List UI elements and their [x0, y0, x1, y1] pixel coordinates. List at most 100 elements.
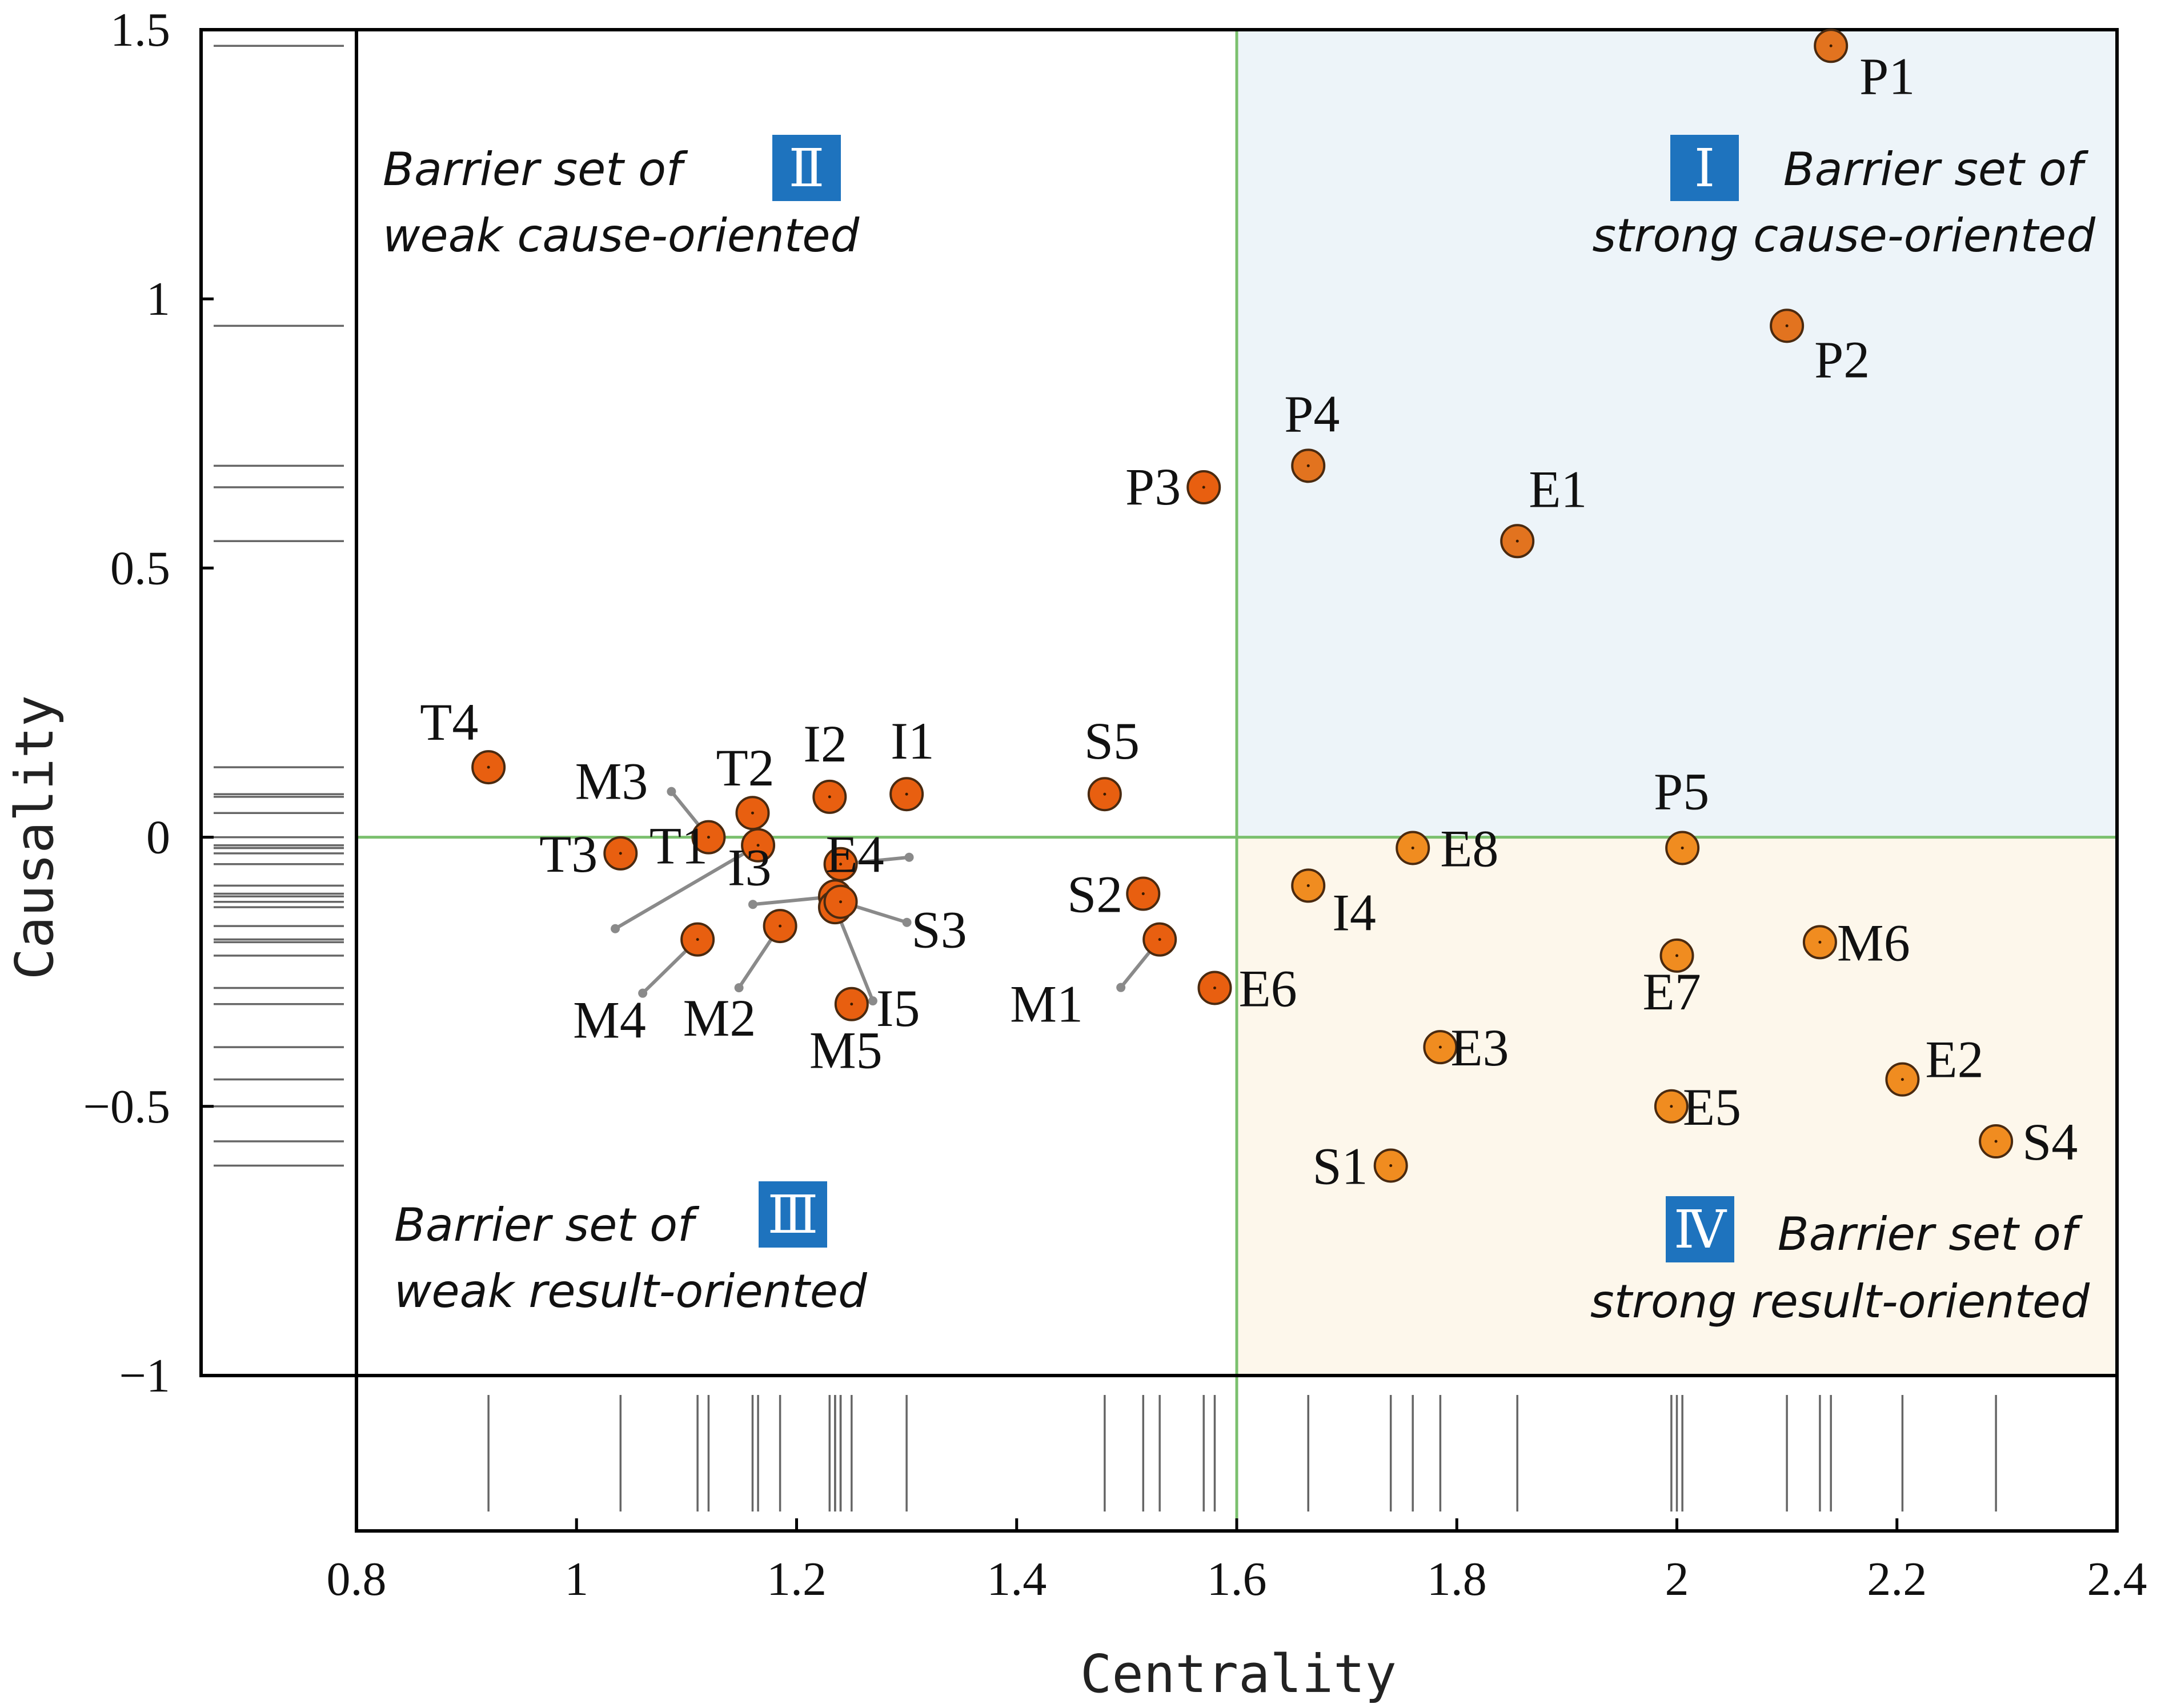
y-axis-title: Causality: [4, 695, 65, 980]
point-label-E3: E3: [1450, 1019, 1509, 1077]
point-label-P5: P5: [1654, 762, 1709, 820]
point-center-E2: [1901, 1078, 1904, 1081]
quadrant-3-badge: [759, 1181, 827, 1248]
point-center-E3: [1438, 1045, 1442, 1049]
point-label-I1: I1: [891, 712, 935, 770]
point-label-E4: E4: [826, 825, 884, 884]
point-label-I4: I4: [1332, 883, 1376, 941]
quadrant-3-line1: Barrier set of: [394, 1198, 700, 1252]
leader-dot-I3: [748, 900, 757, 909]
point-label-P1: P1: [1859, 47, 1915, 105]
point-label-M1: M1: [1010, 975, 1083, 1033]
point-center-E7: [1675, 954, 1678, 957]
leader-dot-M1: [1116, 983, 1126, 992]
point-center-P5: [1681, 846, 1684, 849]
point-label-T4: T4: [420, 693, 478, 751]
point-label-S2: S2: [1067, 865, 1122, 924]
point-label-S4: S4: [2022, 1113, 2078, 1171]
point-label-I2: I2: [803, 715, 847, 773]
quadrant-annotation-1: Ⅰ Barrier set of strong cause-oriented: [1592, 135, 2096, 262]
point-center-M2: [779, 924, 782, 928]
point-label-T2: T2: [716, 739, 774, 797]
point-label-E1: E1: [1529, 460, 1587, 518]
y-tick-label: 1.5: [110, 3, 170, 57]
point-center-M4: [696, 938, 699, 941]
y-tick-label: 1: [146, 272, 170, 326]
quadrant-1-line1: Barrier set of: [1783, 143, 2089, 196]
point-center-S4: [1994, 1140, 1998, 1143]
leader-dot-M4: [638, 988, 648, 998]
leader-dot-M2: [734, 983, 744, 993]
quadrant-3-numeral: Ⅲ: [768, 1186, 819, 1244]
point-center-T4: [487, 765, 490, 769]
y-tick-label: 0: [146, 811, 170, 864]
axis-ticks: 0.8 1 1.2 1.4 1.6 1.8 2 2.2 2.4 −1 −0.5 0 0.5 1 1.5: [83, 3, 2147, 1606]
point-label-T3: T3: [539, 825, 598, 883]
point-label-P2: P2: [1814, 330, 1870, 388]
x-tick-label: 2.2: [1867, 1553, 1927, 1606]
quadrant-4-badge: [1666, 1196, 1734, 1262]
quadrant-1-line2: strong cause-oriented: [1592, 209, 2096, 262]
point-center-S1: [1389, 1164, 1393, 1167]
point-label-M4: M4: [573, 991, 646, 1049]
quadrant-2-numeral: Ⅱ: [789, 139, 825, 198]
y-tick-label: −0.5: [83, 1080, 170, 1133]
quadrant-4-line2: strong result-oriented: [1590, 1275, 2090, 1328]
y-tick-label: −1: [119, 1349, 170, 1402]
point-center-T1: [756, 844, 760, 847]
data-points: [471, 29, 2014, 1183]
point-center-T3: [619, 852, 622, 855]
point-label-E7: E7: [1643, 963, 1701, 1021]
point-center-I2: [828, 795, 831, 799]
quadrant-3-line2: weak result-oriented: [394, 1265, 868, 1318]
point-center-M3: [707, 836, 710, 839]
y-rug-border: [199, 28, 358, 1377]
x-tick-label: 1.6: [1207, 1553, 1267, 1606]
x-tick-label: 1: [564, 1553, 588, 1606]
x-tick-label: 0.8: [327, 1553, 387, 1606]
point-center-P1: [1829, 44, 1833, 47]
quadrant-2-line2: weak cause-oriented: [383, 209, 860, 262]
point-center-E1: [1515, 539, 1519, 543]
x-tick-label: 1.8: [1427, 1553, 1487, 1606]
quadrant-1-numeral: Ⅰ: [1694, 139, 1715, 198]
point-label-P4: P4: [1284, 384, 1340, 443]
x-tick-label: 1.4: [987, 1553, 1047, 1606]
point-center-I4: [1306, 884, 1310, 887]
leader-dot-T1: [611, 924, 620, 933]
x-axis-title: Centrality: [1080, 1643, 1397, 1705]
point-center-P4: [1306, 464, 1310, 467]
point-label-I3: I3: [728, 838, 772, 896]
point-label-P3: P3: [1125, 458, 1181, 516]
point-label-M5: M5: [809, 1021, 883, 1080]
quadrant-4-line1: Barrier set of: [1778, 1208, 2083, 1261]
point-center-S2: [1141, 892, 1145, 896]
leader-dot-E4: [904, 852, 914, 862]
point-center-E4: [839, 863, 843, 866]
point-label-T1: T1: [649, 817, 708, 875]
y-tick-label: 0.5: [110, 542, 170, 595]
point-label-E8: E8: [1440, 819, 1498, 877]
leader-dot-I5: [868, 996, 877, 1006]
point-center-M1: [1158, 938, 1161, 941]
point-center-T2: [751, 811, 754, 815]
quadrant-4-numeral: Ⅳ: [1674, 1201, 1727, 1259]
quadrant-1-badge: [1670, 135, 1739, 201]
leader-dot-S3: [902, 917, 912, 927]
point-center-E8: [1411, 846, 1414, 849]
point-label-M6: M6: [1837, 913, 1910, 972]
point-label-S5: S5: [1084, 712, 1140, 770]
point-center-E6: [1213, 986, 1216, 989]
leader-line-T1: [614, 844, 759, 931]
x-tick-label: 1.2: [767, 1553, 827, 1606]
point-label-E5: E5: [1683, 1078, 1741, 1136]
point-center-S5: [1103, 792, 1106, 796]
point-label-M2: M2: [683, 989, 756, 1047]
quadrant-2-badge: [772, 135, 841, 201]
quadrant-annotation-4: Ⅳ Barrier set of strong result-oriented: [1590, 1196, 2090, 1328]
rug-plots: [214, 45, 1997, 1511]
point-label-S1: S1: [1313, 1137, 1368, 1195]
quadrant-annotation-3: Ⅲ Barrier set of weak result-oriented: [394, 1181, 868, 1318]
point-center-M6: [1818, 940, 1822, 944]
